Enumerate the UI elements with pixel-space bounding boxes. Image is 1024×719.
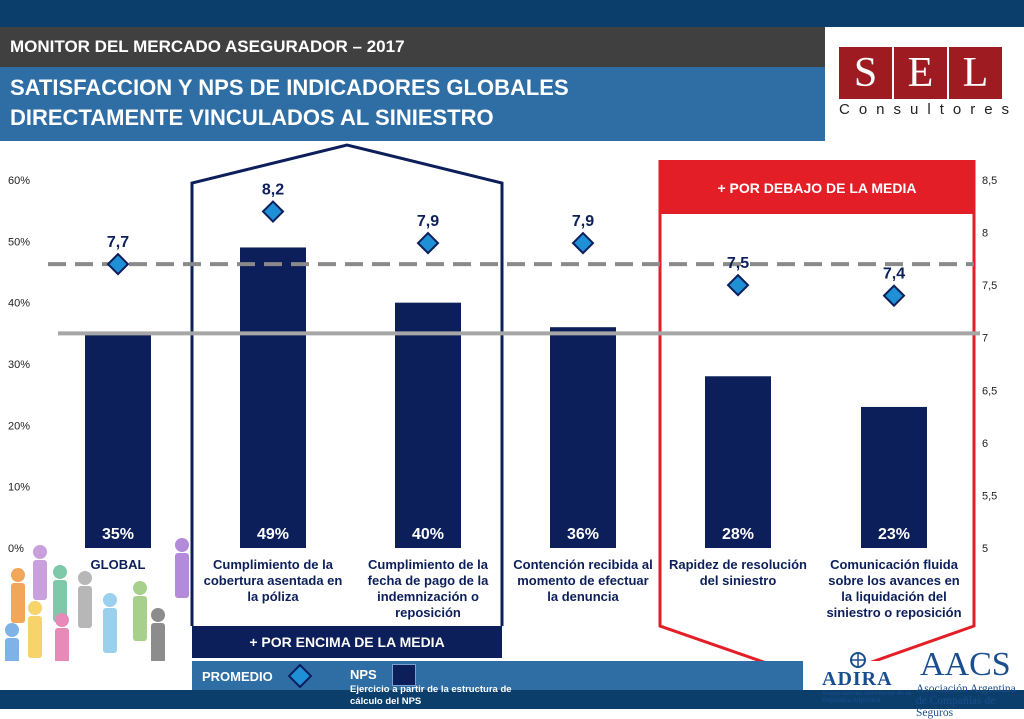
category-label: GLOBAL (91, 557, 146, 572)
adira-logo-icon (850, 652, 866, 668)
y-left-tick-label: 50% (8, 236, 30, 248)
y-left-tick-label: 0% (8, 543, 24, 555)
nps-bar (395, 302, 461, 548)
category-label: Rapidez de resolución del siniestro (669, 557, 807, 588)
y-left-tick-label: 20% (8, 420, 30, 432)
nps-bar (550, 327, 616, 548)
satisfaction-value-label: 7,9 (572, 213, 594, 230)
satisfaction-value-label: 7,7 (107, 234, 129, 251)
category-label-line: Cumplimiento de la (368, 557, 489, 572)
y-right-tick-label: 5,5 (982, 490, 997, 502)
category-label-line: siniestro o reposición (826, 605, 961, 620)
y-right-tick-label: 5 (982, 543, 988, 555)
y-right-tick-label: 6,5 (982, 385, 997, 397)
satisfaction-value-label: 7,9 (417, 213, 439, 230)
y-right-tick-label: 8 (982, 228, 988, 240)
y-left-tick-label: 10% (8, 482, 30, 494)
category-label-line: del siniestro (700, 573, 777, 588)
bottom-bar (0, 690, 1024, 709)
category-label-line: Cumplimiento de la (213, 557, 334, 572)
category-label: Cumplimiento de la cobertura asentada en l… (204, 557, 343, 604)
category-label-line: Rapidez de resolución (669, 557, 807, 572)
y-right-tick-label: 6 (982, 438, 988, 450)
satisfaction-marker (416, 231, 440, 255)
category-label-line: la denuncia (547, 589, 619, 604)
satisfaction-marker (882, 284, 906, 308)
above-average-label: + POR ENCIMA DE LA MEDIA (192, 626, 502, 658)
nps-bar (240, 247, 306, 548)
nps-bar-label: 23% (878, 526, 910, 543)
y-right-tick-label: 7,5 (982, 280, 997, 292)
aacs-subtitle: Asociación Argentina de Compañías de Seg… (916, 683, 1016, 719)
category-label-line: cobertura asentada en (204, 573, 343, 588)
category-label-line: Comunicación fluida (830, 557, 959, 572)
below-average-label: + POR DEBAJO DE LA MEDIA (660, 160, 974, 214)
logo-letter-l: L (949, 47, 1002, 99)
y-right-tick-label: 7 (982, 333, 988, 345)
category-label-line: sobre los avances en (828, 573, 960, 588)
category-label-line: momento de efectuar (517, 573, 648, 588)
title-line-1: SATISFACCION Y NPS DE INDICADORES GLOBAL… (10, 75, 569, 100)
nps-bar (861, 406, 927, 548)
legend-note: Ejercicio a partir de la estructura de c… (350, 684, 512, 707)
y-left-tick-label: 60% (8, 175, 30, 187)
nps-bar-label: 40% (412, 526, 444, 543)
satisfaction-marker (106, 252, 130, 276)
nps-bar-label: 36% (567, 526, 599, 543)
top-bar (0, 0, 1024, 27)
category-label: Contención recibida al momento de efectua… (513, 557, 652, 604)
category-label-line: la liquidación del (841, 589, 946, 604)
legend-promedio-label: PROMEDIO (202, 669, 273, 684)
logo-subtitle: Consultores (839, 101, 1019, 118)
aacs-name: AACS (920, 646, 1011, 683)
legend-nps-swatch (392, 664, 416, 686)
category-label-line: fecha de pago de la (368, 573, 489, 588)
legend-nps-label: NPS (350, 667, 377, 682)
category-label-line: indemnización o (377, 589, 479, 604)
logo-letter-s: S (839, 47, 892, 99)
legend-diamond-icon (288, 664, 312, 688)
nps-bar (85, 333, 151, 548)
above-average-frame (190, 143, 504, 626)
y-left-tick-label: 30% (8, 359, 30, 371)
title-line-2: DIRECTAMENTE VINCULADOS AL SINIESTRO (10, 105, 494, 130)
nps-bar-label: 49% (257, 526, 289, 543)
category-label: Comunicación fluida sobre los avances en l… (826, 557, 961, 620)
logo-letter-e: E (894, 47, 947, 99)
nps-bar (705, 376, 771, 548)
category-label-line: Contención recibida al (513, 557, 652, 572)
report-subtitle: MONITOR DEL MERCADO ASEGURADOR – 2017 (0, 27, 825, 67)
y-left-tick-label: 40% (8, 298, 30, 310)
category-label-line: la póliza (247, 589, 299, 604)
y-right-tick-label: 8,5 (982, 175, 997, 187)
nps-chart: 0% 10% 20% 30% 40% 50% 60% 5 5,5 6 6,5 7 7,5 8 8,5 35… (5, 143, 997, 661)
satisfaction-value-label: 8,2 (262, 182, 284, 199)
satisfaction-marker (726, 273, 750, 297)
nps-bar-label: 35% (102, 526, 134, 543)
category-label-line: GLOBAL (91, 557, 146, 572)
sel-logo: S E L Consultores (825, 27, 1024, 141)
satisfaction-marker (261, 200, 285, 223)
category-label-line: reposición (395, 605, 461, 620)
adira-subtitle: Aseguradores del Interior de la Repúblic… (822, 690, 911, 704)
satisfaction-value-label: 7,5 (727, 255, 749, 272)
satisfaction-value-label: 7,4 (883, 266, 905, 283)
below-average-frame (658, 160, 976, 661)
people-decoration-icon (5, 538, 189, 661)
adira-name: ADIRA (822, 668, 893, 690)
nps-bar-label: 28% (722, 526, 754, 543)
category-label: Cumplimiento de la fecha de pago de la ind… (368, 557, 489, 620)
page-title: SATISFACCION Y NPS DE INDICADORES GLOBAL… (0, 67, 825, 141)
satisfaction-marker (571, 231, 595, 255)
